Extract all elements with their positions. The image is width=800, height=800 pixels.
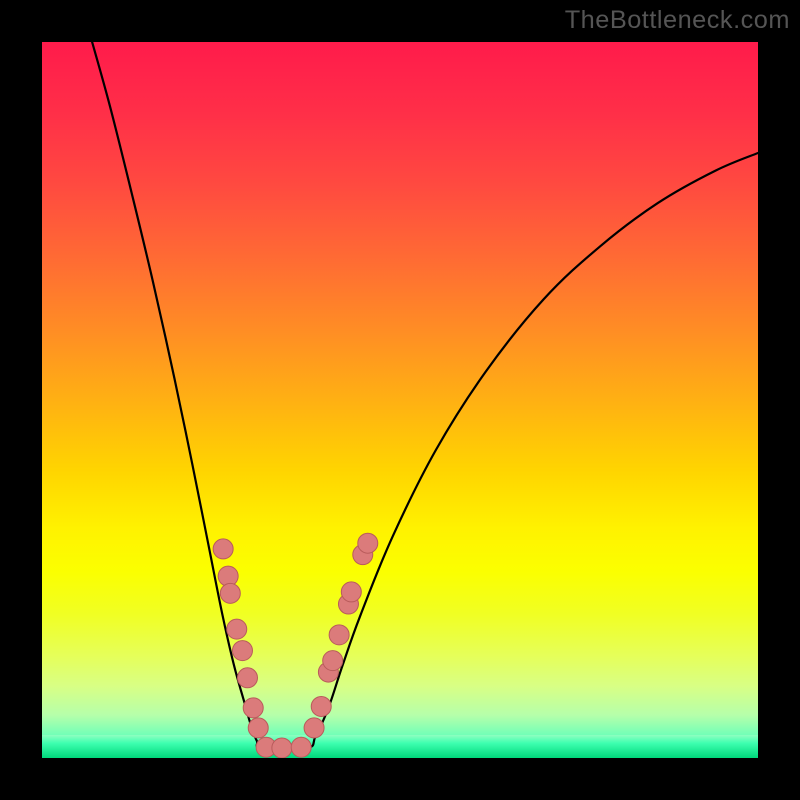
curve-marker [329,625,349,645]
curve-marker [227,619,247,639]
curve-marker [272,738,292,758]
watermark-text: TheBottleneck.com [565,6,790,35]
bottleneck-curve [92,42,758,749]
curve-marker [243,698,263,718]
curve-marker [311,696,331,716]
curve-marker [237,668,257,688]
curve-marker [304,718,324,738]
plot-area [42,42,758,758]
curve-marker [232,641,252,661]
plot-svg [42,42,758,758]
curve-marker [291,737,311,757]
curve-marker [323,651,343,671]
curve-marker [213,539,233,559]
curve-marker [341,582,361,602]
curve-marker [220,583,240,603]
curve-marker [248,718,268,738]
curve-markers [213,533,378,758]
curve-marker [358,533,378,553]
